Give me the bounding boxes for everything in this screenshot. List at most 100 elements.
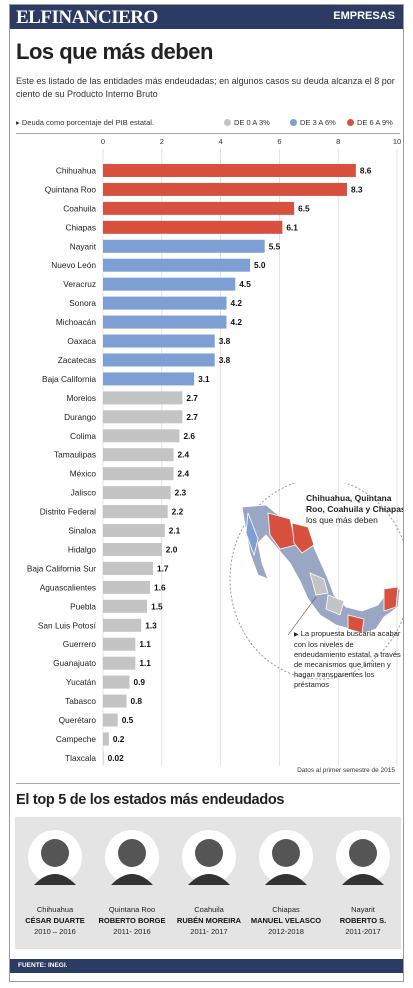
person-card: Chihuahua CÉSAR DUARTE 2010 – 2016: [19, 817, 91, 949]
bar: [103, 656, 136, 670]
value-label: 2.2: [172, 507, 184, 517]
person-period: 2010 – 2016: [34, 927, 76, 936]
newspaper-logo[interactable]: ELFINANCIERO: [16, 7, 158, 28]
bar: [103, 505, 168, 519]
category-label: Veracruz: [63, 279, 96, 289]
bar: [103, 220, 283, 234]
legend-item-mid: DE 3 A 6%: [290, 118, 336, 127]
value-label: 3.1: [198, 374, 210, 384]
bar: [103, 163, 356, 177]
map-title: Chihuahua, Quintana Roo, Coahuila y Chia…: [306, 493, 404, 526]
section-divider: [16, 783, 400, 784]
category-label: Morelos: [66, 393, 96, 403]
value-label: 2.0: [166, 544, 178, 554]
person-state: Coahuila: [194, 905, 224, 914]
category-label: Oaxaca: [67, 336, 96, 346]
category-label: Durango: [64, 412, 96, 422]
x-tick-label: 4: [219, 137, 223, 146]
category-label: Guerrero: [63, 639, 97, 649]
value-label: 2.7: [186, 393, 198, 403]
legend-item-high: DE 6 A 9%: [347, 118, 393, 127]
person-card: Chiapas MANUEL VELASCO 2012-2018: [250, 817, 322, 949]
map-note-text: La propuesta buscaría acabar con los niv…: [294, 629, 401, 689]
bar: [103, 561, 153, 575]
x-tick-label: 2: [160, 137, 164, 146]
legend-label-mid: DE 3 A 6%: [300, 118, 336, 127]
category-label: Nayarit: [70, 241, 97, 251]
category-label: Puebla: [70, 601, 96, 611]
map-note: ▶ La propuesta buscaría acabar con los n…: [294, 629, 402, 690]
bar: [103, 751, 104, 765]
value-label: 0.2: [113, 734, 125, 744]
category-label: Tabasco: [65, 696, 96, 706]
value-label: 5.0: [254, 260, 266, 270]
page-title: Los que más deben: [16, 39, 213, 64]
legend-swatch-high: [347, 119, 354, 126]
legend-swatch-mid: [290, 119, 297, 126]
bar: [103, 391, 183, 405]
value-label: 2.7: [186, 412, 198, 422]
note-arrow-icon: ▶: [294, 632, 299, 638]
value-label: 0.9: [133, 677, 145, 687]
bar: [103, 524, 165, 538]
person-name: RUBÉN MOREIRA: [176, 916, 242, 925]
person-name: ROBERTO BORGE: [98, 916, 166, 925]
category-label: Hidalgo: [68, 544, 97, 554]
map-title-rest: los que más deben: [306, 515, 378, 525]
portrait-icon: [336, 830, 390, 885]
value-label: 2.4: [178, 469, 190, 479]
category-label: Quintana Roo: [45, 184, 97, 194]
value-label: 0.8: [131, 696, 143, 706]
value-label: 1.7: [157, 563, 169, 573]
person-state: Nayarit: [351, 905, 375, 914]
value-label: 1.5: [151, 601, 163, 611]
category-label: Querétaro: [59, 715, 97, 725]
category-label: Nuevo León: [51, 260, 96, 270]
person-state: Quintana Roo: [108, 905, 156, 914]
person-period: 2012-2018: [268, 927, 304, 936]
category-label: Guanajuato: [53, 658, 96, 668]
value-label: 4.5: [239, 279, 251, 289]
chart-legend: ▸ Deuda como porcentaje del PIB estatal.…: [16, 118, 400, 130]
category-label: Coahuila: [63, 203, 96, 213]
section-label[interactable]: EMPRESAS: [333, 10, 395, 22]
x-tick-label: 10: [393, 137, 401, 146]
category-label: Chiapas: [66, 222, 96, 232]
bar: [103, 182, 348, 196]
value-label: 4.2: [230, 298, 242, 308]
x-tick-label: 0: [101, 137, 105, 146]
legend-label-low: DE 0 A 3%: [234, 118, 270, 127]
bar: [103, 201, 295, 215]
category-label: Jalisco: [71, 488, 97, 498]
category-label: San Luis Potosí: [38, 620, 97, 630]
bar: [103, 618, 142, 632]
masthead: ELFINANCIERO EMPRESAS: [10, 5, 403, 29]
intro-text: Este es listado de las entidades más end…: [16, 76, 395, 99]
source-bar: FUENTE: INEGI.: [10, 959, 403, 973]
data-footnote: Datos al primer semestre de 2015: [297, 767, 395, 774]
value-label: 1.1: [139, 658, 151, 668]
bar: [103, 637, 136, 651]
person-name: ROBERTO S.: [339, 916, 387, 925]
infographic: ELFINANCIERO EMPRESAS Los que más deben …: [9, 4, 404, 982]
portrait-icon: [259, 830, 313, 885]
bar: [103, 353, 215, 367]
value-label: 1.1: [139, 639, 151, 649]
portrait-icon: [182, 830, 236, 885]
person-state: Chiapas: [272, 905, 300, 914]
category-label: Aguascalientes: [40, 582, 96, 592]
category-label: Sinaloa: [68, 526, 96, 536]
value-label: 2.4: [178, 450, 190, 460]
bar: [103, 334, 215, 348]
category-label: Yucatán: [66, 677, 96, 687]
person-card: Nayarit ROBERTO S. 2011-2017: [327, 817, 399, 949]
value-label: 3.8: [219, 355, 231, 365]
bar: [103, 580, 151, 594]
bar: [103, 694, 127, 708]
legend-note: ▸ Deuda como porcentaje del PIB estatal.: [16, 118, 155, 127]
person-state: Chihuahua: [36, 905, 74, 914]
map-title-bold: Chihuahua, Quintana Roo, Coahuila y Chia…: [306, 493, 404, 514]
person-period: 2011- 2016: [113, 927, 151, 936]
value-label: 8.6: [360, 165, 372, 175]
map-panel: Chihuahua, Quintana Roo, Coahuila y Chia…: [228, 483, 404, 735]
